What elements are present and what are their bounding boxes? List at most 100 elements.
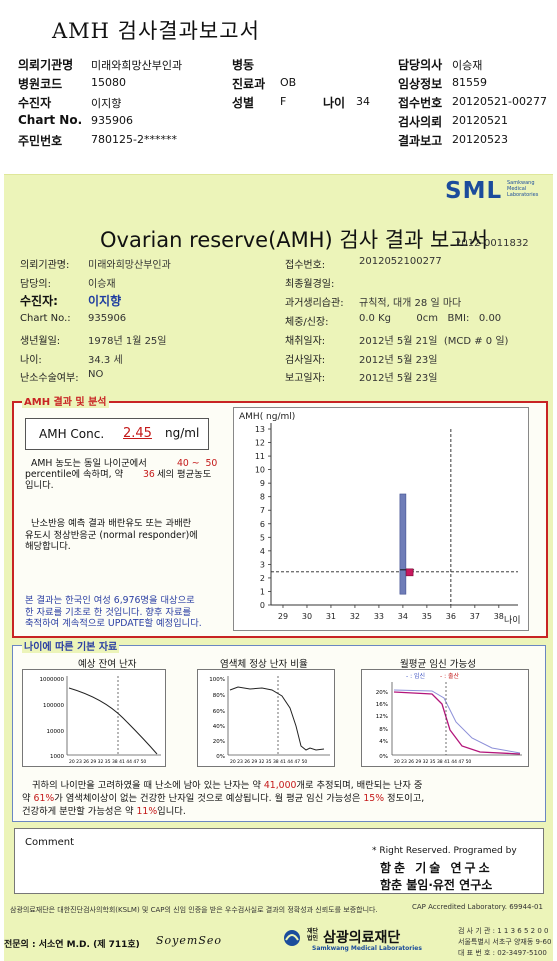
org-prefix: 재단 법인 [307,928,319,942]
info-doctor-value: 이승재 [88,279,116,290]
amh-para1-a: AMH 농도는 동일 나이군에서 [31,458,147,469]
result-report-label: 결과보고 [398,134,443,148]
amh-xtick-label: 37 [470,612,480,621]
amh-xtick-label: 38 [494,612,504,621]
institute-1: 함춘 기술 연구소 [380,861,493,875]
info-patient-label: 수진자: [20,294,58,308]
chart2-ytick-3: 60% [213,709,225,715]
birth-curve [393,691,521,755]
test-request-label: 검사의뢰 [398,115,443,129]
amh-ytick-label: 2 [260,574,265,583]
amh-xtick-label: 35 [422,612,432,621]
remaining-eggs-plot: 1000000 100000 10000 1000 20 23 26 29 32… [40,676,161,765]
amh-average-age: 36 [143,469,155,480]
info-cycle-label: 과거생리습관: [285,298,344,309]
info-doctor-label: 담당의: [20,279,51,290]
test-request-value: 20120521 [452,114,508,127]
summary-line-2: 약 61%가 염색체이상이 없는 건강한 난자일 것으로 예상됩니다. 월 평균… [22,792,542,805]
result-report-value: 20120523 [452,133,508,146]
chart2-ytick-1: 100% [209,677,225,683]
hospital-value: 미래와희망산부인과 [91,59,183,72]
doctor-value: 이승재 [452,59,483,72]
logo-sub-1: Samkwang [507,180,535,186]
clinical-info-label: 임상정보 [398,77,443,91]
amh-para2-line1: 난소반응 예측 결과 배란유도 또는 과배란 [31,518,192,529]
document-title: AMH 검사결과보고서 [52,19,260,43]
normal-egg-ratio-chart: 100% 80% 60% 40% 20% 0% 20 23 26 29 32 3… [197,669,335,767]
org-name-en: Samkwang Medical Laboratories [312,945,422,952]
chart3-legend-pregnancy: - : 임신 [406,672,425,680]
summary-line-1: 귀하의 나이만을 고려하였을 때 난소에 남아 있는 난자는 약 41,000개… [22,779,542,792]
amh-xtick-label: 36 [446,612,456,621]
doctor-signature: SoyemSeo [156,934,222,947]
institute-2: 함춘 불임·유전 연구소 [380,878,493,892]
amh-conc-unit: ng/ml [165,426,200,440]
normal-egg-percent: 61% [33,793,55,804]
summary2-text-c: 정도이고, [387,793,425,804]
info-test-date-value: 2012년 5월 23일 [359,355,438,366]
amh-xtick-label: 29 [278,612,288,621]
org-name: 삼광의료재단 [323,930,401,946]
logo-sub-2: Medical [507,186,527,192]
info-body-value: 0.0 Kg 0cm BMI: 0.00 [359,313,502,324]
receipt-no-value: 20120521-00277 [452,95,547,108]
info-sample-label: 채취일자: [285,336,326,347]
info-test-date-label: 검사일자: [285,355,326,366]
info-surgery-label: 난소수술여부: [20,373,79,384]
info-age-value: 34.3 세 [88,355,123,366]
amh-ytick-label: 4 [260,547,265,556]
info-body-label: 체중/신장: [285,317,329,328]
resident-no-value: 780125-2****** [91,133,177,146]
chart3-ytick-4: 8% [379,727,388,733]
info-hospital-label: 의뢰기관명: [20,260,70,271]
amh-ytick-label: 3 [260,560,265,569]
amh-ytick-label: 12 [255,439,265,448]
chart1-ytick-4: 1000 [50,754,64,760]
comment-label: Comment [25,837,74,848]
amh-xtick-label: 34 [398,612,408,621]
chart1-xticks: 20 23 26 29 32 35 38 41 44 47 50 [69,759,146,765]
age-label: 나이 [323,96,346,110]
info-chart-value: 935906 [88,313,127,324]
patient-label: 수진자 [18,96,52,110]
info-patient-value: 이지향 [88,294,122,308]
doctor-label: 담당의사 [398,58,443,72]
info-birth-value: 1978년 1월 25일 [88,336,167,347]
chart3-ytick-6: 0% [379,754,388,760]
info-hospital-value: 미래와희망산부인과 [88,260,171,271]
resident-no-label: 주민번호 [18,134,63,148]
info-surgery-value: NO [88,369,104,380]
logo-text: SML [445,178,503,204]
ward-label: 병동 [232,58,255,72]
org-logo-icon [282,928,302,948]
info-report-date-value: 2012년 5월 23일 [359,373,438,384]
contact-line-2: 서울특별시 서초구 양재동 9-60 [458,938,552,946]
amh-chart-xlabel: 나이 [504,615,521,626]
doctor-line: 전문의 : 서소연 M.D. (제 711호) [4,940,140,950]
summary3-text-a: 건강하게 분만할 가능성은 약 [22,806,134,817]
amh-ytick-label: 8 [260,493,265,502]
patient-info-left: 의뢰기관명: 미래와희망산부인과 담당의: 이승재 수진자: 이지향 Chart… [20,256,270,386]
amh-ytick-label: 11 [255,452,265,461]
amh-conc-value: 2.45 [123,426,152,441]
amh-ytick-label: 1 [260,587,265,596]
report-number: 2012-0011832 [455,238,529,249]
comment-box: Comment [14,828,544,894]
chart2-ytick-4: 40% [213,724,225,730]
amh-para2-line2: 유도시 정상반응군 (normal responder)에 [25,529,198,541]
amh-ytick-label: 9 [260,479,265,488]
remaining-eggs-curve [68,687,158,755]
amh-response-text: 난소반응 예측 결과 배란유도 또는 과배란 유도시 정상반응군 (normal… [25,518,235,553]
info-receipt-value: 2012052100277 [359,256,442,267]
amh-ytick-label: 5 [260,533,265,542]
sex-value: F [280,95,287,108]
amh-conc-box: AMH Conc. 2.45 ng/ml [25,418,209,450]
sex-label: 성별 [232,96,255,110]
age-value: 34 [356,95,370,108]
normal-egg-ratio-curve [229,686,325,751]
chart3-ytick-5: 4% [379,739,388,745]
amh-para2-line3: 해당합니다. [25,541,71,552]
chart1-ytick-1: 1000000 [40,677,65,683]
basic-summary: 귀하의 나이만을 고려하였을 때 난소에 남아 있는 난자는 약 41,000개… [22,779,542,818]
